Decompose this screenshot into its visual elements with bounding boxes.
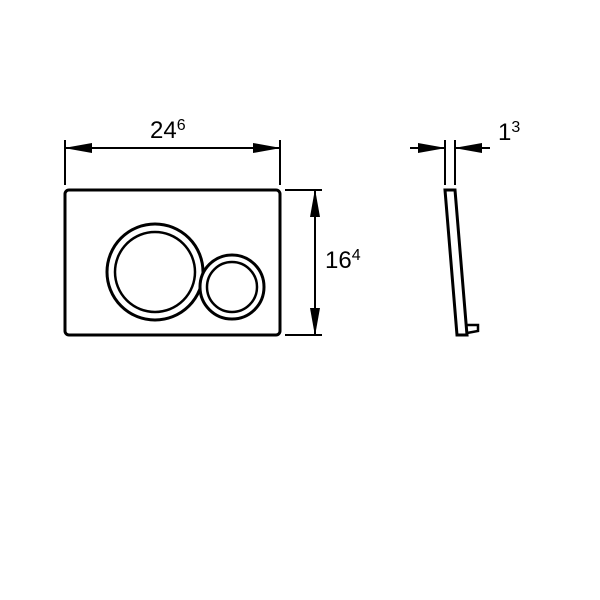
- depth-sup: 3: [511, 119, 520, 136]
- drawing-svg: 246 164: [0, 0, 600, 600]
- depth-value: 1: [498, 119, 511, 146]
- width-sup: 6: [177, 117, 186, 134]
- side-view: [445, 190, 478, 335]
- front-view: [65, 190, 280, 335]
- width-dimension: 246: [65, 117, 280, 185]
- large-button-outer: [107, 224, 203, 320]
- depth-dimension: 13: [410, 119, 520, 185]
- side-plate: [445, 190, 467, 335]
- height-dimension: 164: [285, 190, 361, 335]
- depth-label: 13: [498, 119, 520, 146]
- technical-drawing: 246 164: [0, 0, 600, 600]
- small-button-outer: [200, 255, 264, 319]
- width-label: 246: [150, 117, 186, 144]
- side-foot: [467, 325, 478, 333]
- height-label: 164: [325, 247, 361, 274]
- height-value: 16: [325, 247, 352, 274]
- width-value: 24: [150, 117, 177, 144]
- height-sup: 4: [352, 247, 361, 264]
